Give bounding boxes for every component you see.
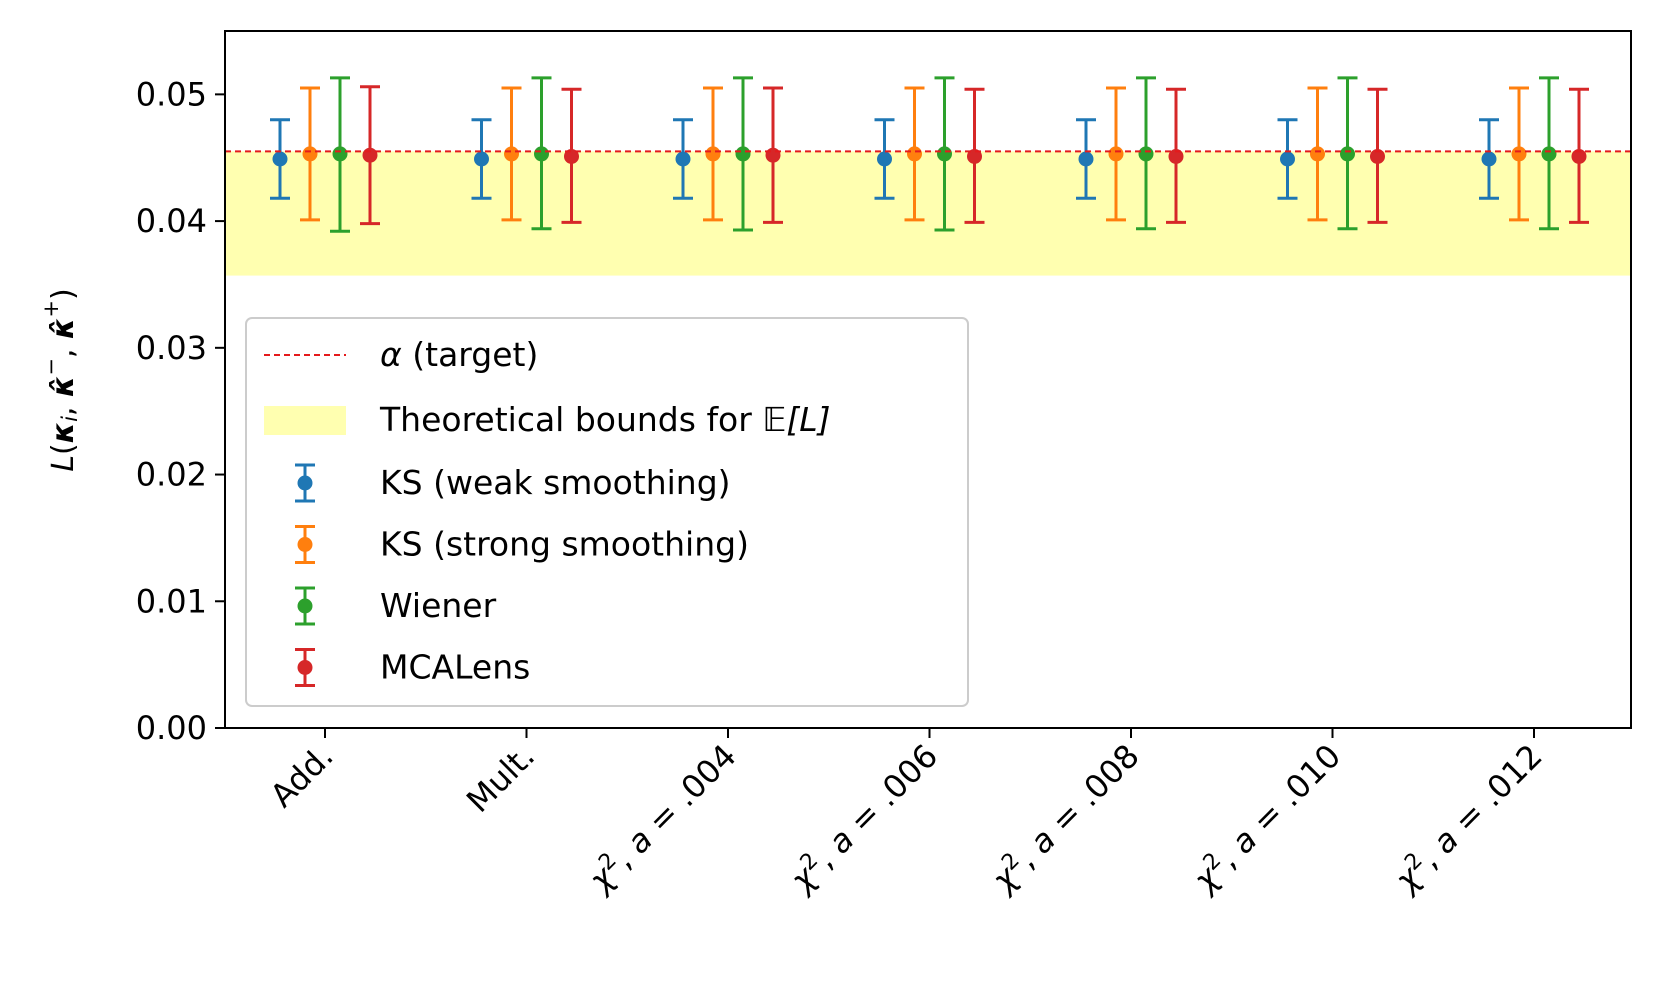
data-point — [1138, 146, 1154, 162]
x-tick-label: χ2, a = .008 — [982, 736, 1146, 900]
data-point — [362, 147, 378, 163]
legend-label: Wiener — [380, 586, 497, 625]
series-3 — [360, 85, 1589, 226]
data-point — [967, 148, 982, 164]
y-tick-label: 0.01 — [136, 582, 207, 620]
data-point — [302, 146, 318, 162]
ylabel-comma-2: , — [46, 339, 81, 358]
data-point — [1340, 146, 1355, 162]
legend-label: MCALens — [380, 648, 530, 687]
ylabel-comma-1: , — [46, 397, 81, 416]
ylabel-kappa-hat-plus: κ̂ — [46, 318, 81, 339]
plot-area — [225, 76, 1631, 276]
legend-bounds-e: 𝔼 — [762, 400, 786, 439]
series-0 — [270, 118, 1499, 200]
legend-target-text: (target) — [402, 335, 539, 374]
data-point — [272, 151, 288, 167]
data-point — [564, 148, 579, 164]
legend-marker — [297, 475, 313, 491]
ylabel-sub-i: i — [58, 416, 82, 422]
data-point — [1078, 151, 1094, 167]
data-point — [1280, 151, 1295, 167]
legend-entry-2: Wiener — [295, 586, 497, 626]
legend-target-symbol: α — [380, 335, 402, 374]
y-tick-label: 0.05 — [136, 75, 207, 113]
data-point — [504, 146, 519, 162]
legend: α (target) Theoretical bounds for 𝔼[L] K… — [245, 317, 969, 707]
bounds-band — [225, 151, 1631, 276]
legend-label: KS (strong smoothing) — [380, 525, 749, 564]
ylabel-sup-plus: + — [39, 300, 63, 318]
x-tick-label: χ2, a = .006 — [781, 736, 945, 900]
ylabel-kappa-hat-minus: κ̂ — [46, 376, 81, 397]
data-point — [1541, 146, 1557, 162]
y-tick-label: 0.00 — [136, 709, 207, 747]
legend-bounds-label: Theoretical bounds for 𝔼[L] — [379, 400, 831, 439]
data-point — [877, 151, 892, 167]
ylabel-L: L — [46, 455, 81, 472]
data-point — [735, 146, 751, 162]
legend-entry-0: KS (weak smoothing) — [295, 463, 731, 503]
data-point — [1168, 148, 1184, 164]
ylabel-open: ( — [46, 443, 81, 455]
legend-bounds-l: [L] — [786, 400, 830, 439]
legend-frame — [245, 317, 969, 707]
x-tick-label: Add. — [263, 737, 341, 815]
data-point — [937, 146, 952, 162]
data-point — [1511, 146, 1527, 162]
series-1 — [300, 86, 1529, 222]
data-point — [1571, 148, 1587, 164]
data-point — [675, 151, 691, 167]
data-point — [1310, 146, 1325, 162]
legend-marker — [297, 660, 313, 675]
x-tick-label: Mult. — [459, 737, 542, 820]
data-point — [474, 151, 489, 167]
legend-bounds-swatch — [264, 406, 346, 435]
x-tick-label: χ2, a = .012 — [1385, 736, 1549, 900]
data-point — [705, 146, 721, 162]
data-point — [1481, 151, 1497, 167]
legend-marker — [297, 598, 313, 614]
data-point — [907, 146, 922, 162]
y-tick-label: 0.04 — [136, 202, 207, 240]
data-point — [765, 147, 781, 163]
data-point — [1108, 146, 1124, 162]
legend-bounds-text: Theoretical bounds for — [379, 400, 762, 439]
ylabel-sup-minus: − — [39, 358, 63, 376]
y-tick-label: 0.03 — [136, 329, 207, 367]
legend-series: KS (weak smoothing) KS (strong smoothing)… — [295, 463, 749, 687]
y-axis-label: L(κi, κ̂−, κ̂+) — [39, 288, 82, 471]
legend-entry-3: MCALens — [295, 648, 530, 687]
ylabel-close: ) — [46, 288, 81, 300]
legend-entry-1: KS (strong smoothing) — [295, 525, 749, 564]
data-point — [1370, 148, 1385, 164]
x-tick-label: χ2, a = .004 — [579, 736, 743, 900]
legend-target-label: α (target) — [380, 335, 538, 374]
series-2 — [330, 76, 1559, 233]
plot-frame — [224, 30, 1632, 729]
y-tick-label: 0.02 — [136, 456, 207, 494]
svg-text:L(κi, κ̂−, κ̂+): L(κi, κ̂−, κ̂+) — [39, 288, 82, 471]
legend-label: KS (weak smoothing) — [380, 463, 731, 502]
data-point — [332, 146, 348, 162]
data-point — [534, 146, 549, 162]
legend-marker — [297, 537, 313, 552]
ylabel-kappa: κ — [46, 422, 81, 443]
x-tick-label: χ2, a = .010 — [1184, 736, 1348, 900]
